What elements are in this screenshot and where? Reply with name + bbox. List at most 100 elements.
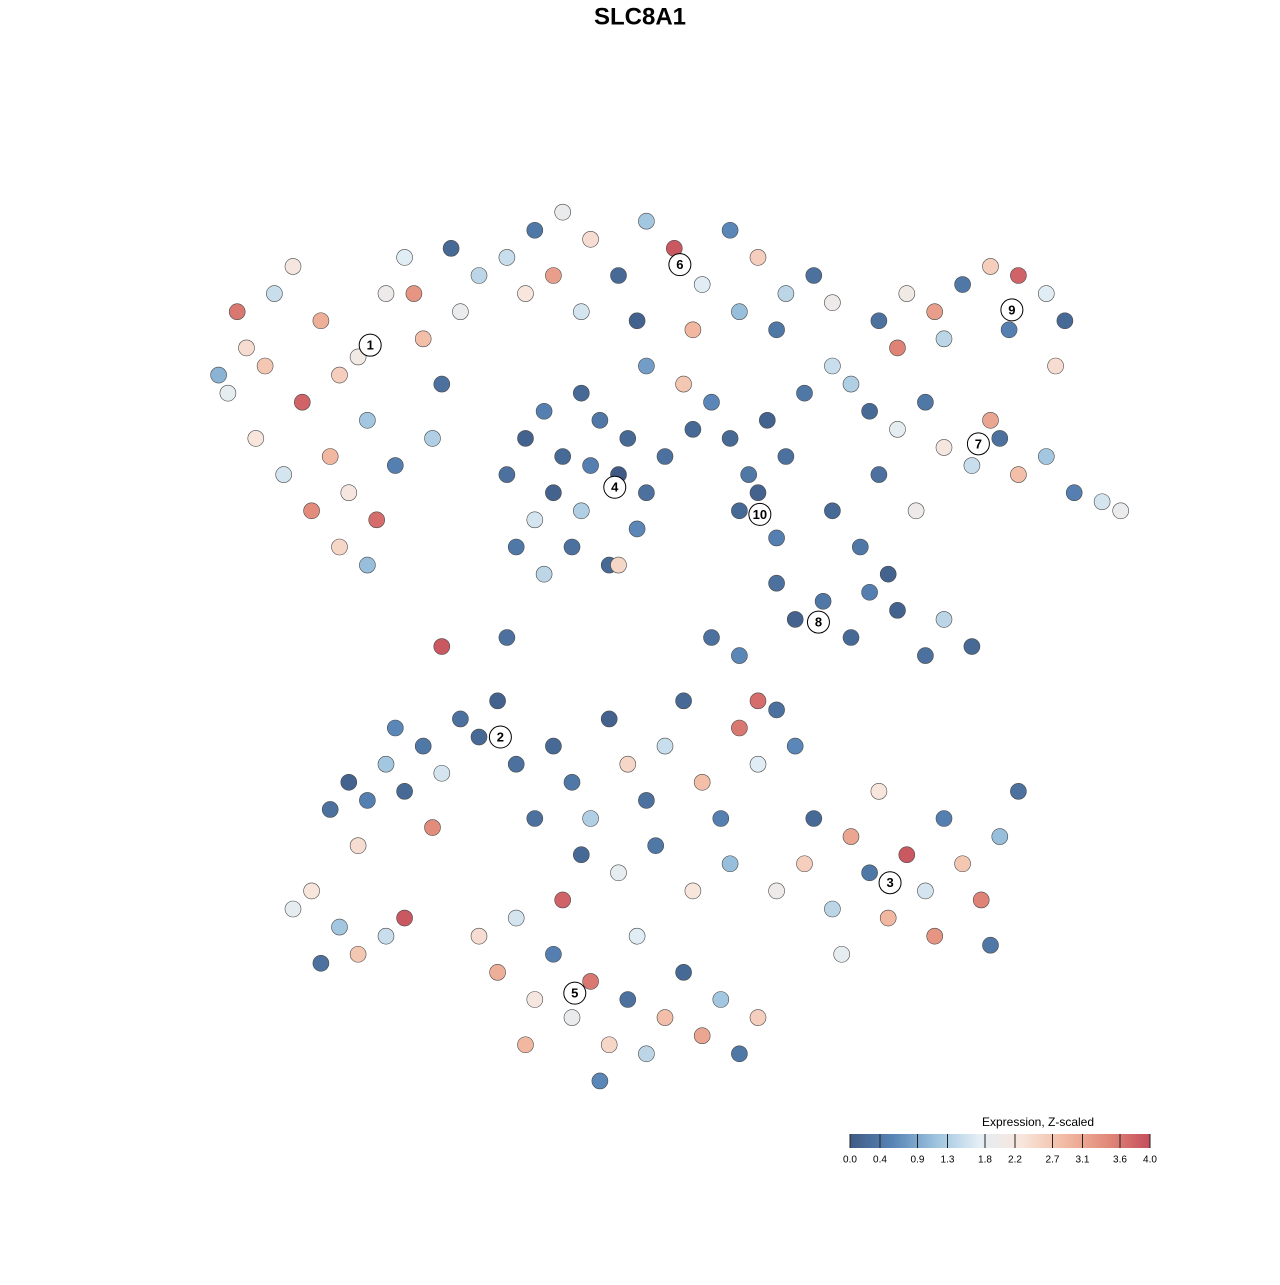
point (805, 810, 823, 827)
colorbar: Expression, Z-scaled 0.0 0.4 0.9 1.3 1.8 2.2 2… (843, 1115, 1157, 1165)
point (396, 909, 413, 927)
point (656, 737, 674, 755)
point (749, 1009, 767, 1026)
point (359, 411, 376, 429)
point (1056, 312, 1074, 330)
cluster-label: 4 (611, 480, 619, 495)
colorbar-bar (850, 1134, 1150, 1148)
colorbar-tick-label: 2.2 (1008, 1155, 1022, 1166)
point (572, 502, 590, 520)
point (768, 529, 785, 547)
colorbar-tick-label: 0.4 (873, 1155, 887, 1166)
point (870, 466, 888, 483)
point (619, 755, 637, 773)
point (1010, 783, 1027, 800)
point (675, 692, 692, 710)
point (247, 430, 265, 447)
cluster-label-bg (668, 253, 692, 277)
point (507, 909, 525, 927)
point (889, 421, 906, 438)
point (554, 448, 572, 465)
point (758, 411, 776, 429)
point (824, 357, 841, 375)
point (768, 574, 785, 592)
point (721, 430, 739, 447)
cluster-label-bg (748, 502, 772, 526)
point (563, 538, 581, 556)
cluster-label: 1 (367, 338, 374, 353)
point (935, 439, 953, 456)
point (331, 538, 348, 556)
point (582, 231, 599, 248)
point (517, 1036, 534, 1054)
point (824, 502, 841, 520)
point (526, 511, 544, 529)
point (470, 267, 488, 284)
point (526, 221, 544, 239)
point (331, 366, 348, 384)
point (545, 484, 562, 502)
cluster-label-bg (488, 725, 512, 749)
cluster-label: 6 (676, 257, 683, 272)
points (210, 203, 1129, 1090)
point (433, 638, 451, 655)
point (693, 276, 711, 293)
cluster-label: 7 (975, 436, 982, 451)
point (982, 411, 999, 429)
point (600, 1036, 618, 1054)
point (712, 810, 730, 827)
point (1065, 484, 1083, 502)
point (535, 565, 553, 583)
point (498, 629, 516, 646)
point (851, 538, 869, 556)
cluster-label-bg (806, 610, 830, 634)
point (824, 900, 841, 918)
point (414, 330, 432, 348)
point (712, 991, 730, 1008)
point (972, 891, 990, 909)
point (368, 511, 386, 529)
point (489, 964, 506, 981)
cluster-labels: 1 2 3 4 5 6 7 8 9 10 (358, 253, 1024, 1005)
cluster-label: 10 (753, 507, 767, 522)
point (1093, 493, 1111, 511)
point (321, 448, 339, 465)
point (777, 448, 795, 465)
point (749, 249, 767, 266)
point (870, 783, 888, 800)
point (591, 1072, 609, 1090)
point (684, 882, 702, 900)
point (1047, 357, 1064, 375)
colorbar-tick-label: 3.6 (1113, 1155, 1127, 1166)
point (424, 819, 441, 836)
point (433, 375, 451, 393)
point (526, 991, 544, 1008)
point (284, 258, 302, 275)
chart-title: SLC8A1 (594, 3, 686, 30)
point (293, 393, 311, 411)
cluster-label-bg (966, 432, 990, 456)
point (824, 294, 841, 311)
point (703, 629, 720, 646)
point (740, 466, 758, 483)
point (535, 402, 553, 420)
point (526, 810, 544, 827)
cluster-label-bg (563, 981, 587, 1005)
point (563, 1009, 581, 1026)
point (600, 710, 618, 728)
point (693, 1027, 711, 1044)
point (349, 945, 367, 963)
point (582, 810, 599, 827)
point (842, 828, 860, 845)
cluster-label-bg (878, 871, 902, 895)
point (982, 258, 999, 275)
point (638, 484, 655, 502)
point (898, 846, 916, 864)
point (340, 484, 358, 502)
point (935, 810, 953, 827)
point (470, 728, 488, 746)
point (647, 837, 665, 854)
point (303, 502, 320, 520)
point (796, 384, 813, 402)
